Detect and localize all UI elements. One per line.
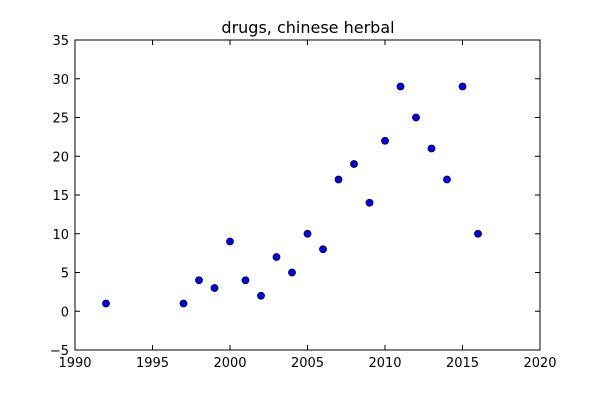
x-tick-label: 2020 xyxy=(523,356,556,371)
scatter-point xyxy=(350,160,358,168)
scatter-point xyxy=(381,136,389,145)
x-tick-label: 1995 xyxy=(136,356,169,371)
scatter-point xyxy=(365,198,374,207)
x-tick-label: 2015 xyxy=(446,356,479,371)
scatter-point xyxy=(241,276,250,285)
y-tick-label: 10 xyxy=(52,228,69,243)
x-tick-label: 2000 xyxy=(213,356,246,371)
scatter-point xyxy=(210,284,219,292)
scatter-point xyxy=(272,253,281,261)
scatter-point xyxy=(412,113,420,122)
data-points xyxy=(102,82,482,308)
scatter-point xyxy=(102,299,110,308)
x-tick-label: 2005 xyxy=(291,356,324,371)
scatter-point xyxy=(226,237,234,246)
y-tick-label: 0 xyxy=(61,305,69,320)
scatter-point xyxy=(427,144,436,153)
x-tick-label: 1990 xyxy=(58,356,91,371)
plot-frame xyxy=(74,39,541,351)
y-tick-label: 5 xyxy=(61,267,69,282)
y-tick-label: 15 xyxy=(52,189,69,204)
scatter-point xyxy=(334,175,343,184)
scatter-point xyxy=(319,245,327,254)
y-tick-label: 35 xyxy=(52,34,69,49)
scatter-point xyxy=(257,291,265,300)
scatter-point xyxy=(195,276,203,285)
y-tick-label: 30 xyxy=(52,73,69,88)
axis-ticks: 1990 1995 2000 2005 2010 2015 2020 −5 0 5 10 15 20 25… xyxy=(50,34,557,371)
chart-title: drugs, chinese herbal xyxy=(221,18,394,37)
scatter-point xyxy=(474,229,482,238)
y-tick-label: 25 xyxy=(52,112,69,127)
scatter-point xyxy=(443,175,451,184)
scatter-point xyxy=(303,229,312,238)
y-tick-label: 20 xyxy=(52,150,69,165)
y-tick-label: −5 xyxy=(50,344,69,359)
scatter-point xyxy=(458,82,467,91)
scatter-point xyxy=(288,268,296,277)
x-tick-label: 2010 xyxy=(368,356,401,371)
scatter-point xyxy=(179,299,188,308)
scatter-point xyxy=(396,82,405,91)
